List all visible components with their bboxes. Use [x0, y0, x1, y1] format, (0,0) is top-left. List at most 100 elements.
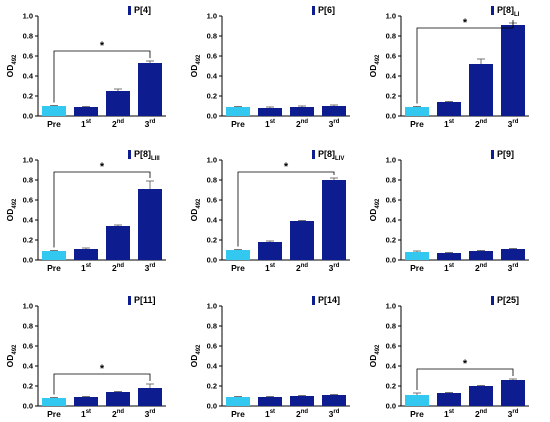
x-tick-label: 3rd: [508, 263, 519, 273]
y-axis-label: OD492: [5, 198, 18, 221]
y-tick-label: 0.6: [23, 342, 33, 351]
y-tick-label: 0.8: [386, 322, 396, 331]
bar-pre: [226, 397, 250, 406]
legend-label-main: P[4]: [134, 5, 151, 15]
y-tick-label: 0.8: [207, 176, 217, 185]
y-tick-label: 0.4: [23, 216, 34, 225]
x-tick-label: 3rd: [508, 119, 519, 129]
significance-marker: *: [284, 161, 289, 173]
x-tick-label: 1st: [265, 119, 275, 129]
legend-swatch: [491, 296, 494, 305]
x-tick-label-main: Pre: [231, 409, 245, 419]
x-tick-label-main: 1: [444, 409, 449, 419]
x-tick-label-sup: nd: [301, 263, 309, 269]
y-tick-label: 1.0: [386, 12, 396, 21]
chart-panel-6: 0.0 0.2 0.4 0.6 0.8 1.0 OD492 Pre 1st 2nd 3rd P[9]: [368, 149, 529, 273]
x-tick-label-main: Pre: [47, 409, 61, 419]
y-axis-label-main: OD: [368, 65, 378, 78]
x-tick-label-main: Pre: [410, 409, 424, 419]
y-tick-label: 0.2: [23, 92, 33, 101]
x-tick-label: 2nd: [475, 263, 487, 273]
x-tick-label-main: 2: [296, 119, 301, 129]
y-tick-label: 0.6: [23, 196, 33, 205]
y-tick-label: 0.0: [386, 402, 396, 411]
x-tick-label-sup: rd: [149, 119, 155, 125]
y-axis-label: OD492: [5, 344, 18, 367]
bar-post: [258, 397, 282, 406]
y-axis-label-main: OD: [5, 65, 15, 78]
x-tick-label: 2nd: [475, 409, 487, 419]
y-axis-label-main: OD: [5, 209, 15, 222]
y-tick-label: 0.8: [207, 32, 217, 41]
y-axis-label: OD492: [5, 54, 18, 77]
x-tick-label-sup: nd: [480, 119, 488, 125]
y-tick-label: 0.6: [386, 52, 396, 61]
chart-panel-4: 0.0 0.2 0.4 0.6 0.8 1.0 OD492 Pre 1st 2nd 3rd P[8]L…: [5, 149, 166, 273]
bar-post: [322, 106, 346, 116]
y-tick-label: 1.0: [23, 12, 33, 21]
y-tick-label: 0.2: [386, 236, 396, 245]
y-tick-label: 0.6: [386, 196, 396, 205]
bar-post: [501, 380, 525, 406]
y-tick-label: 0.2: [207, 92, 217, 101]
x-tick-label: 1st: [444, 119, 454, 129]
x-tick-label-sup: rd: [333, 119, 339, 125]
x-tick-label: 2nd: [112, 263, 124, 273]
y-axis-label: OD492: [368, 344, 381, 367]
x-tick-label-sup: st: [270, 409, 275, 415]
y-axis-label: OD492: [189, 198, 202, 221]
y-tick-label: 0.0: [386, 112, 396, 121]
x-tick-label-sup: st: [270, 263, 275, 269]
bar-post: [290, 107, 314, 116]
y-tick-label: 0.4: [386, 72, 397, 81]
y-tick-label: 0.0: [23, 402, 33, 411]
x-tick-label-main: 2: [475, 263, 480, 273]
y-tick-label: 0.4: [386, 216, 397, 225]
x-tick-label: Pre: [231, 409, 245, 419]
y-tick-label: 0.6: [23, 52, 33, 61]
x-tick-label-main: 3: [508, 409, 513, 419]
significance-bracket: [237, 171, 335, 247]
y-tick-label: 0.0: [207, 256, 217, 265]
legend-label-main: P[8]: [318, 149, 335, 159]
y-tick-label: 0.6: [207, 52, 217, 61]
y-axis-label-sub: 492: [12, 54, 18, 65]
x-tick-label-main: 3: [508, 119, 513, 129]
legend-label-main: P[11]: [134, 295, 156, 305]
y-tick-label: 0.2: [23, 382, 33, 391]
legend-label-main: P[8]: [497, 5, 514, 15]
legend-swatch: [491, 6, 494, 15]
bar-post: [138, 63, 162, 116]
x-tick-label: 3rd: [329, 263, 340, 273]
y-tick-label: 0.8: [23, 32, 33, 41]
y-axis-label-sub: 492: [375, 198, 381, 209]
chart-panel-7: 0.0 0.2 0.4 0.6 0.8 1.0 OD492 Pre 1st 2nd 3rd P[11]…: [5, 295, 166, 419]
x-tick-label-sup: st: [449, 119, 454, 125]
bar-post: [138, 388, 162, 406]
x-tick-label-main: 3: [145, 119, 150, 129]
x-tick-label: Pre: [410, 119, 424, 129]
bar-pre: [42, 251, 66, 260]
bar-pre: [405, 252, 429, 260]
y-tick-label: 0.2: [23, 236, 33, 245]
x-tick-label: 2nd: [296, 119, 308, 129]
x-tick-label-sup: st: [86, 119, 91, 125]
bar-post: [322, 180, 346, 260]
x-tick-label: 1st: [81, 119, 91, 129]
x-tick-label-main: Pre: [231, 263, 245, 273]
x-tick-label: 3rd: [329, 119, 340, 129]
y-tick-label: 0.8: [207, 322, 217, 331]
y-axis-label-main: OD: [189, 65, 199, 78]
x-tick-label-sup: nd: [301, 409, 309, 415]
legend-label-sub: LIII: [151, 156, 160, 162]
legend-swatch: [128, 150, 131, 159]
chart-panel-1: 0.0 0.2 0.4 0.6 0.8 1.0 OD492 Pre 1st 2nd 3rd P[4] *: [5, 5, 166, 129]
x-tick-label-main: 1: [444, 263, 449, 273]
bar-post: [138, 189, 162, 260]
x-tick-label: 2nd: [112, 409, 124, 419]
y-axis-label-sub: 492: [196, 54, 202, 65]
y-tick-label: 0.4: [207, 362, 218, 371]
y-tick-label: 0.0: [386, 256, 396, 265]
x-tick-label-main: 1: [265, 263, 270, 273]
y-tick-label: 1.0: [386, 302, 396, 311]
